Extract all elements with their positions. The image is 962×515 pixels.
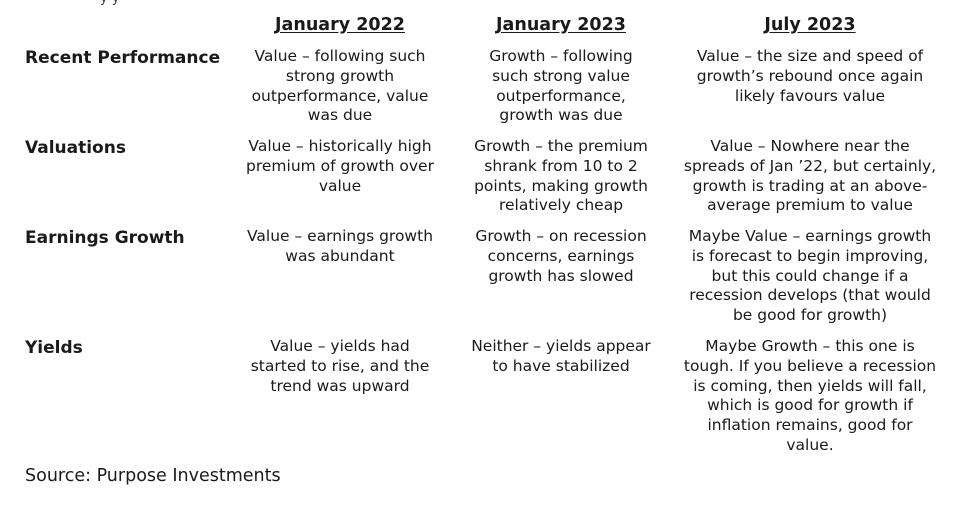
table-cell: Growth – the premium shrank from 10 to 2…	[474, 137, 648, 215]
table-cell: Value – following such strong growth out…	[251, 47, 429, 125]
table-cell: Value – yields had started to rise, and …	[250, 337, 430, 395]
table-cell: Neither – yields appear to have stabiliz…	[471, 337, 651, 375]
row-label-valuations: Valuations	[25, 138, 126, 158]
column-header-july-2023: July 2023	[764, 15, 856, 35]
table-cell: Maybe Value – earnings growth is forecas…	[688, 227, 932, 325]
table-cell: Value – historically high premium of gro…	[246, 137, 434, 195]
table-cell: Value – Nowhere near the spreads of Jan …	[683, 137, 937, 215]
source-note: Source: Purpose Investments	[25, 466, 281, 486]
table-cell: Growth – on recession concerns, earnings…	[475, 227, 647, 285]
column-header-january-2022: January 2022	[275, 15, 405, 35]
cropped-text-fragment: y y	[100, 0, 120, 6]
table-cell: Value – earnings growth was abundant	[246, 227, 434, 265]
row-label-earnings-growth: Earnings Growth	[25, 228, 185, 248]
table-cell: Value – the size and speed of growth’s r…	[696, 47, 924, 105]
row-label-recent-performance: Recent Performance	[25, 48, 221, 68]
column-header-january-2023: January 2023	[496, 15, 626, 35]
table-cell: Growth – following such strong value out…	[489, 47, 633, 125]
table-cell: Maybe Growth – this one is tough. If you…	[683, 337, 937, 454]
row-label-yields: Yields	[25, 338, 83, 358]
